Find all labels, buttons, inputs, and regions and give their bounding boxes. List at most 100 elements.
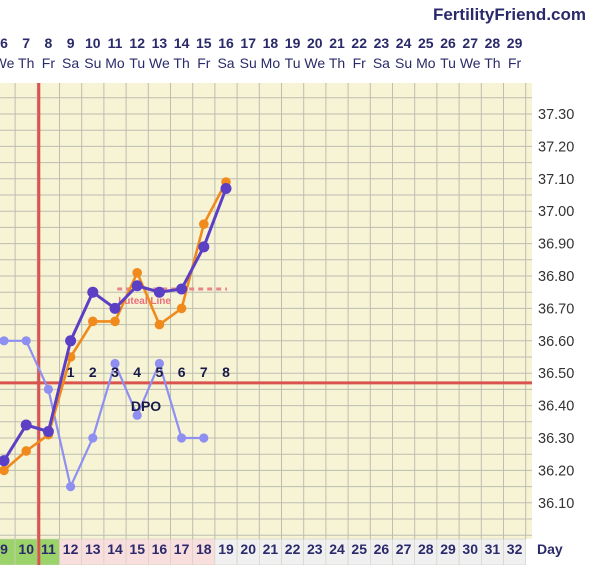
temperature-tick-label: 36.10 [538,496,574,512]
date-tick-label: 26 [440,35,456,51]
weekday-tick-label: We [149,55,170,71]
secondary-temp-point [0,465,9,476]
primary-temp-point [109,302,121,314]
secondary-temp-point [88,316,98,327]
tertiary-temp-line [4,339,204,488]
date-tick-label: 10 [85,35,101,51]
tertiary-temp-point [154,358,164,369]
tertiary-temp-point [177,433,187,443]
tertiary-temp-point [199,433,209,443]
weekday-tick-label: Sa [217,55,234,71]
weekday-tick-label: Su [240,55,257,71]
temperature-tick-label: 36.60 [538,334,574,350]
tertiary-temp-point [88,433,98,443]
tertiary-temp-point [43,384,54,394]
weekday-tick-label: Mo [416,55,436,71]
weekday-tick-label: Th [484,55,500,71]
weekday-tick-label: Th [173,55,189,71]
weekday-tick-label: Fr [353,55,367,71]
primary-temp-point [65,335,77,347]
date-tick-label: 16 [218,35,234,51]
dpo-number: 8 [222,364,230,380]
weekday-tick-label: We [0,55,15,71]
date-tick-label: 23 [374,35,390,51]
primary-temp-point [20,419,32,431]
date-tick-label: 18 [263,35,279,51]
weekday-tick-label: Th [329,55,345,71]
date-tick-label: 20 [307,35,323,51]
primary-temp-point [0,455,10,467]
cycle-day-tick-label: 13 [85,541,101,557]
temperature-tick-label: 37.30 [538,107,574,123]
date-tick-label: 28 [485,35,501,51]
tertiary-temp-point [110,358,120,369]
temperature-tick-label: 37.20 [538,139,574,155]
cycle-day-tick-label: 21 [263,541,279,557]
cycle-day-tick-label: 32 [507,541,523,557]
primary-temp-point [220,183,232,195]
tertiary-temp-point [132,410,142,420]
cycle-day-tick-label: 26 [374,541,390,557]
cycle-day-tick-label: 15 [129,541,145,557]
day-axis-title: Day [537,541,563,557]
dpo-number: 3 [111,364,119,380]
data-series [0,177,232,492]
cycle-day-tick-label: 20 [240,541,256,557]
weekday-tick-label: Fr [508,55,522,71]
primary-temp-point [87,286,99,298]
date-tick-label: 7 [22,35,30,51]
cycle-day-tick-label: 29 [440,541,456,557]
primary-temp-point [42,426,54,438]
temperature-tick-label: 36.70 [538,301,574,317]
date-tick-label: 21 [329,35,345,51]
cycle-day-tick-label: 24 [329,541,345,557]
cycle-day-tick-label: 10 [18,541,34,557]
tertiary-temp-point [66,482,76,492]
secondary-temp-point [199,219,209,229]
date-tick-label: 12 [129,35,145,51]
primary-temp-point [198,241,210,253]
cycle-day-tick-label: 12 [63,541,79,557]
cycle-day-tick-label: 28 [418,541,434,557]
date-tick-label: 14 [174,35,190,51]
plot-area [0,83,532,565]
date-tick-label: 6 [0,35,8,51]
weekday-tick-label: Tu [440,55,456,71]
weekday-tick-label: Th [18,55,34,71]
secondary-temp-point [21,446,32,456]
dpo-number: 7 [200,364,208,380]
secondary-temp-point [110,316,120,327]
dpo-number: 1 [67,364,75,380]
date-tick-label: 8 [45,35,53,51]
cycle-day-tick-label: 30 [462,541,478,557]
date-tick-label: 29 [507,35,523,51]
luteal-line-label: Luteal Line [118,296,171,307]
weekday-tick-label: Su [395,55,412,71]
tertiary-temp-point [0,336,9,346]
axis-labels: 1 2 3 4 5 6 7 86 7 8 9 10 11 12 13 14 15 16 17 18 19 20 21 22 23… [0,35,574,557]
cycle-day-tick-label: 19 [218,541,234,557]
secondary-temp-point [132,267,142,278]
weekday-tick-label: Fr [197,55,211,71]
date-tick-label: 27 [462,35,478,51]
cycle-day-tick-label: 31 [485,541,501,557]
weekday-tick-label: Mo [261,55,281,71]
weekday-tick-label: We [304,55,325,71]
cycle-day-tick-label: 9 [0,541,8,557]
tertiary-temp-point [21,336,31,346]
grid-lines [0,83,532,539]
cycle-day-tick-label: 16 [152,541,168,557]
date-tick-label: 9 [67,35,75,51]
cycle-day-tick-label: 25 [351,541,367,557]
primary-temp-point [153,286,165,298]
date-tick-label: 24 [396,35,412,51]
weekday-tick-label: Fr [42,55,56,71]
date-tick-label: 13 [152,35,168,51]
dpo-number: 6 [178,364,186,380]
cycle-day-tick-label: 17 [174,541,190,557]
brand-logo-text: FertilityFriend.com [433,5,586,24]
cycle-day-tick-label: 27 [396,541,412,557]
temperature-tick-label: 36.90 [538,237,574,253]
